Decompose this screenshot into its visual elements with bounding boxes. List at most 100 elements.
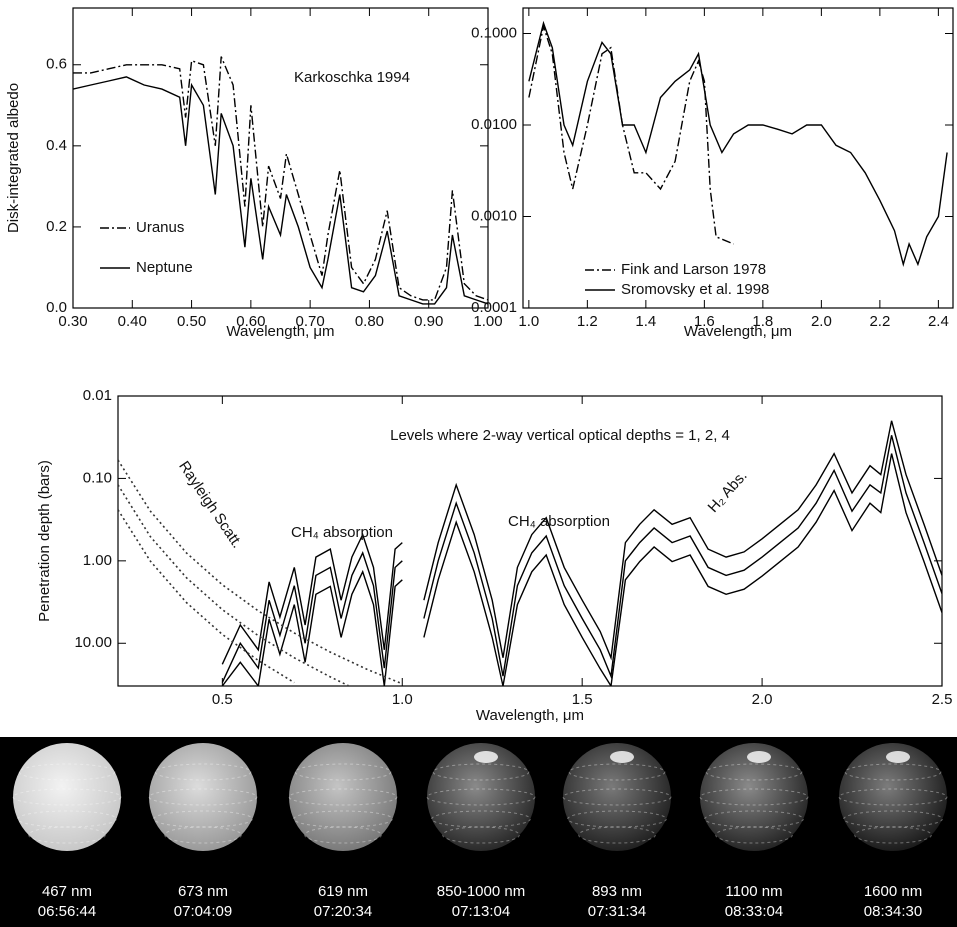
latitude-line xyxy=(28,826,106,844)
y-axis-label: Disk-integrated albedo xyxy=(5,83,22,233)
latitude-line xyxy=(705,763,803,781)
x-tick-label: 1.2 xyxy=(577,313,598,330)
data-line xyxy=(221,453,942,686)
data-line xyxy=(221,420,942,665)
annotation: CH₄ absorption xyxy=(508,513,610,530)
plot-frame xyxy=(522,7,954,309)
annotation: Karkoschka 1994 xyxy=(294,69,410,86)
planet-disc xyxy=(839,743,947,851)
panel-time: 07:13:04 xyxy=(452,903,510,920)
y-tick-label: 0.0010 xyxy=(471,207,517,224)
panel-wavelength: 893 nm xyxy=(592,883,642,900)
panel-time: 07:31:34 xyxy=(588,903,646,920)
x-tick-label: 0.80 xyxy=(355,313,384,330)
y-tick-label: 0.01 xyxy=(83,387,112,404)
bright-spot xyxy=(474,751,498,763)
y-tick-label: 0.4 xyxy=(46,137,67,154)
plot-frame xyxy=(117,395,943,687)
panel-wavelength: 619 nm xyxy=(318,883,368,900)
x-tick-label: 2.4 xyxy=(928,313,949,330)
latitude-line xyxy=(431,810,531,828)
legend-label: Uranus xyxy=(136,219,184,236)
y-axis-label: Penetration depth (bars) xyxy=(36,460,53,622)
plot-frame xyxy=(72,7,489,309)
x-tick-label: 2.2 xyxy=(869,313,890,330)
latitude-line xyxy=(843,810,943,828)
latitude-line xyxy=(288,788,398,806)
x-tick-label: 2.5 xyxy=(932,691,953,708)
data-line xyxy=(118,509,295,684)
data-line xyxy=(73,56,488,301)
x-tick-label: 1.4 xyxy=(635,313,656,330)
data-line xyxy=(221,435,942,683)
panel-wavelength: 467 nm xyxy=(42,883,92,900)
panel-wavelength: 850-1000 nm xyxy=(437,883,525,900)
latitude-line xyxy=(715,826,793,844)
latitude-line xyxy=(568,763,666,781)
latitude-line xyxy=(567,810,667,828)
latitude-line xyxy=(154,763,252,781)
data-line xyxy=(73,76,488,305)
bright-spot xyxy=(886,751,910,763)
bright-spot xyxy=(610,751,634,763)
panel-time: 07:20:34 xyxy=(314,903,372,920)
latitude-line xyxy=(854,826,932,844)
planet-disc xyxy=(149,743,257,851)
y-tick-label: 0.2 xyxy=(46,218,67,235)
x-axis-label: Wavelength, μm xyxy=(476,707,584,724)
x-tick-label: 1.0 xyxy=(518,313,539,330)
data-line xyxy=(118,484,349,686)
panel-wavelength: 1100 nm xyxy=(725,883,782,900)
latitude-line xyxy=(12,788,122,806)
latitude-line xyxy=(304,826,382,844)
y-tick-label: 1.00 xyxy=(83,552,112,569)
panel-time: 06:56:44 xyxy=(38,903,96,920)
latitude-line xyxy=(426,788,536,806)
x-tick-label: 0.70 xyxy=(296,313,325,330)
x-tick-label: 0.30 xyxy=(58,313,87,330)
planet-disc xyxy=(427,743,535,851)
planet-disc xyxy=(13,743,121,851)
latitude-line xyxy=(844,763,942,781)
x-tick-label: 2.0 xyxy=(811,313,832,330)
data-line xyxy=(528,23,734,245)
latitude-line xyxy=(704,810,804,828)
x-tick-label: 0.50 xyxy=(177,313,206,330)
latitude-line xyxy=(578,826,656,844)
latitude-line xyxy=(148,788,258,806)
latitude-line xyxy=(838,788,948,806)
legend-label: Sromovsky et al. 1998 xyxy=(621,281,769,298)
panel-time: 08:34:30 xyxy=(864,903,922,920)
annotation: H₂ Abs. xyxy=(705,467,751,516)
y-tick-label: 0.0100 xyxy=(471,116,517,133)
x-tick-label: 1.0 xyxy=(392,691,413,708)
planet-disc xyxy=(289,743,397,851)
x-axis-label: Wavelength, μm xyxy=(226,323,334,340)
y-tick-label: 0.6 xyxy=(46,56,67,73)
latitude-line xyxy=(699,788,809,806)
latitude-line xyxy=(294,763,392,781)
annotation: Levels where 2-way vertical optical dept… xyxy=(390,427,730,444)
panel-wavelength: 1600 nm xyxy=(864,883,922,900)
x-tick-label: 0.5 xyxy=(212,691,233,708)
x-tick-label: 0.60 xyxy=(236,313,265,330)
y-tick-label: 0.0001 xyxy=(471,299,517,316)
x-tick-label: 1.5 xyxy=(572,691,593,708)
x-tick-label: 1.00 xyxy=(473,313,502,330)
legend-label: Fink and Larson 1978 xyxy=(621,261,766,278)
planet-disc xyxy=(563,743,671,851)
y-tick-label: 0.0 xyxy=(46,299,67,316)
x-tick-label: 0.90 xyxy=(414,313,443,330)
x-axis-label: Wavelength, μm xyxy=(684,323,792,340)
latitude-line xyxy=(18,763,116,781)
data-line xyxy=(528,20,948,267)
x-tick-label: 1.6 xyxy=(694,313,715,330)
latitude-line xyxy=(293,810,393,828)
latitude-line xyxy=(562,788,672,806)
y-tick-label: 0.10 xyxy=(83,469,112,486)
annotation: Rayleigh Scatt. xyxy=(175,458,246,551)
x-tick-label: 2.0 xyxy=(752,691,773,708)
x-tick-label: 1.8 xyxy=(752,313,773,330)
